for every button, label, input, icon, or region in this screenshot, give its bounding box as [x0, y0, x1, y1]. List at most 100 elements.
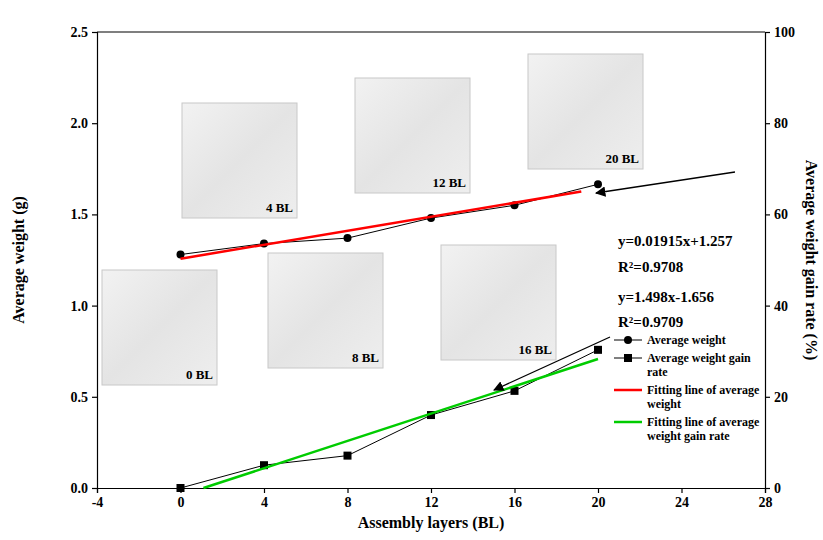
- legend-label-line: Fitting line of average: [647, 415, 760, 429]
- series-line: [181, 184, 599, 254]
- chart: 0 BL4 BL8 BL12 BL16 BL20 BL-404812162024…: [0, 0, 823, 540]
- tick-label: 8: [345, 495, 352, 510]
- legend-marker: [624, 336, 632, 344]
- y2-axis-title: Average weight gain rate (%): [802, 160, 820, 361]
- tick-label: 0: [774, 481, 781, 496]
- tick-label: 0.5: [71, 390, 89, 405]
- legend-label-line: Fitting line of average: [647, 383, 760, 397]
- legend-label-line: rate: [647, 365, 668, 379]
- photos: 0 BL4 BL8 BL12 BL16 BL20 BL: [102, 54, 643, 385]
- sample-photo: [355, 78, 470, 193]
- tick-mark: [92, 397, 97, 398]
- legend-marker: [624, 354, 632, 362]
- tick-label: 28: [759, 495, 773, 510]
- tick-mark: [681, 488, 682, 493]
- tick-label: 20: [774, 390, 788, 405]
- tick: 100: [765, 25, 795, 40]
- legend-label-line: Average weight gain: [647, 351, 751, 365]
- tick-label: 20: [592, 495, 606, 510]
- tick-mark: [765, 214, 770, 215]
- legend-label: Average weight: [647, 333, 726, 347]
- plot-frame: [97, 31, 765, 32]
- x-axis-title: Assembly layers (BL): [358, 514, 505, 532]
- tick-label: 4: [261, 495, 268, 510]
- tick-mark: [765, 488, 770, 489]
- tick-mark: [765, 397, 770, 398]
- legend: Average weight Average weight gainrate Fit…: [614, 333, 760, 443]
- tick: 28: [759, 488, 773, 510]
- arrow: [596, 172, 735, 193]
- x-axis: -40481216202428: [92, 488, 773, 510]
- tick-mark: [92, 123, 97, 124]
- tick-label: 2.0: [71, 116, 89, 131]
- tick-mark: [264, 488, 265, 493]
- fit-equation: y=0.01915x+1.257: [618, 233, 733, 249]
- tick-mark: [92, 214, 97, 215]
- tick: 20: [592, 488, 606, 510]
- tick: 40: [765, 299, 788, 314]
- legend-swatch: [614, 389, 642, 392]
- tick: 2.0: [71, 116, 98, 131]
- axis-line: [766, 33, 771, 489]
- legend-label: Average weight gainrate: [647, 351, 751, 379]
- photo-label: 20 BL: [605, 151, 639, 166]
- tick-mark: [765, 306, 770, 307]
- legend-swatch: [614, 421, 642, 424]
- legend-label-line: weight: [647, 397, 681, 411]
- fit-line: [181, 192, 582, 259]
- tick-label: 40: [774, 299, 788, 314]
- fit-line: [203, 359, 598, 488]
- photo-label: 4 BL: [266, 200, 293, 215]
- photo-label: 0 BL: [186, 367, 213, 382]
- axis-line: [98, 489, 766, 494]
- axis-line: [92, 33, 98, 489]
- legend-label-line: weight gain rate: [647, 429, 730, 443]
- sample-photo: [528, 54, 643, 169]
- tick-mark: [431, 488, 432, 493]
- tick: 20: [765, 390, 788, 405]
- tick-mark: [765, 32, 770, 33]
- y-axis-title: Average weight (g): [10, 196, 28, 324]
- tick: 2.5: [71, 25, 98, 40]
- tick: -4: [92, 488, 104, 510]
- fit-equation: R²=0.9709: [618, 314, 683, 330]
- tick: 80: [765, 116, 788, 131]
- tick: 4: [261, 488, 268, 510]
- sample-photo: [102, 270, 217, 385]
- photo-label: 12 BL: [432, 175, 466, 190]
- tick-mark: [514, 488, 515, 493]
- sample-photo: [182, 103, 297, 218]
- tick: 1.5: [71, 207, 98, 222]
- tick-label: 80: [774, 116, 788, 131]
- tick-label: 16: [508, 495, 522, 510]
- y2-axis: 0 20 40 60 80 100: [765, 25, 795, 496]
- tick-mark: [92, 32, 97, 33]
- tick: 0.5: [71, 390, 98, 405]
- data-point: [594, 180, 602, 188]
- tick-label: 24: [675, 495, 689, 510]
- tick-label: 100: [774, 25, 795, 40]
- y-axis: 0.0 0.5 1.0 1.5 2.0 2.5: [71, 25, 98, 496]
- photo-label: 16 BL: [518, 342, 552, 357]
- tick-mark: [92, 488, 97, 489]
- tick: 1.0: [71, 299, 98, 314]
- tick: 0: [765, 481, 781, 496]
- fit-equation: R²=0.9708: [618, 259, 683, 275]
- tick-label: 1.0: [71, 299, 89, 314]
- tick-label: 1.5: [71, 207, 89, 222]
- arrow: [494, 337, 610, 390]
- tick-label: 60: [774, 207, 788, 222]
- legend-label: Fitting line of averageweight: [647, 383, 760, 411]
- tick: 8: [345, 488, 352, 510]
- data-point: [344, 452, 352, 460]
- legend-label: Fitting line of averageweight gain rate: [647, 415, 760, 443]
- tick-label: 0: [178, 495, 185, 510]
- tick: 0.0: [71, 481, 98, 496]
- tick-label: 2.5: [71, 25, 89, 40]
- tick-mark: [92, 306, 97, 307]
- tick-label: -4: [92, 495, 104, 510]
- sample-photo: [268, 253, 383, 368]
- sample-photo: [441, 245, 556, 360]
- tick: 24: [675, 488, 689, 510]
- tick: 60: [765, 207, 788, 222]
